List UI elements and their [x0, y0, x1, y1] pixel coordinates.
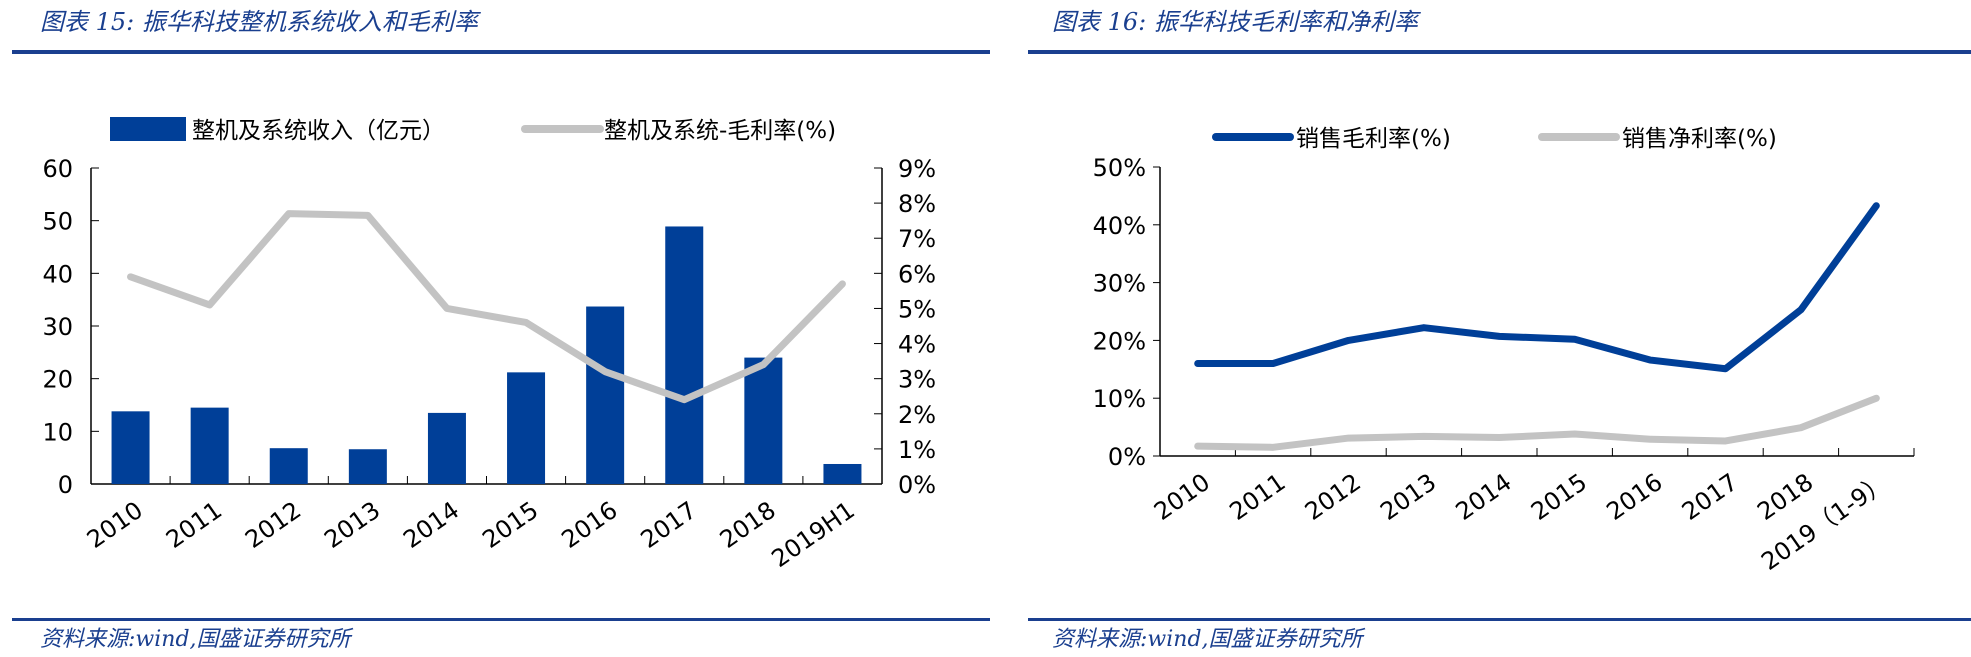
chart16-source: 资料来源:wind,国盛证券研究所 — [1052, 627, 1366, 652]
left-tick-label: 60 — [42, 155, 73, 183]
right-tick-label: 2% — [898, 401, 936, 429]
x-tick-label: 2013 — [319, 496, 385, 554]
chart16-bottom-rule — [1028, 618, 1971, 621]
x-tick-label: 2015 — [1526, 468, 1592, 526]
bar — [348, 449, 387, 484]
chart16-title: 图表 16: 振华科技毛利率和净利率 — [1052, 8, 1422, 36]
x-tick-label: 2015 — [477, 496, 543, 554]
bar — [111, 411, 150, 484]
legend-bar-label: 整机及系统收入（亿元） — [192, 118, 445, 144]
x-tick-label: 2014 — [1451, 468, 1517, 526]
chart15-source: 资料来源:wind,国盛证券研究所 — [40, 627, 354, 652]
legend-net-label: 销售净利率(%) — [1622, 126, 1777, 152]
left-tick-label: 30 — [42, 313, 73, 341]
chart16-plot: 0%10%20%30%40%50%2010 2011 2012 2013 2014 201… — [1093, 154, 1915, 576]
x-tick-label: 2011 — [161, 496, 227, 554]
right-tick-label: 8% — [898, 190, 936, 218]
right-tick-label: 5% — [898, 295, 936, 323]
right-tick-label: 1% — [898, 436, 936, 464]
bar — [665, 226, 704, 484]
y-tick-label: 40% — [1093, 212, 1146, 240]
margin-line — [127, 210, 846, 404]
x-tick-label: 2019（1-9） — [1756, 468, 1894, 576]
legend-gross-label: 销售毛利率(%) — [1296, 126, 1451, 152]
y-tick-label: 0% — [1108, 443, 1146, 471]
x-tick-label: 2012 — [240, 496, 306, 554]
chart15-top-rule — [12, 50, 990, 54]
gross-margin-line — [1194, 202, 1880, 373]
x-tick-label: 2011 — [1224, 468, 1290, 526]
x-tick-label: 2017 — [636, 496, 702, 554]
y-tick-label: 20% — [1093, 327, 1146, 355]
net-margin-line — [1194, 394, 1880, 451]
right-tick-label: 3% — [898, 366, 936, 394]
x-tick-label: 2016 — [1601, 468, 1667, 526]
left-tick-label: 10 — [42, 418, 73, 446]
x-tick-label: 2017 — [1677, 468, 1743, 526]
x-tick-label: 2014 — [398, 496, 464, 554]
bar — [190, 407, 229, 484]
x-tick-label: 2019H1 — [766, 496, 859, 573]
legend-line-label: 整机及系统-毛利率(%) — [604, 118, 836, 144]
right-tick-label: 6% — [898, 260, 936, 288]
left-tick-label: 40 — [42, 260, 73, 288]
right-tick-label: 0% — [898, 471, 936, 499]
x-tick-label: 2010 — [82, 496, 148, 554]
right-tick-label: 9% — [898, 155, 936, 183]
bar — [744, 357, 783, 484]
y-tick-label: 50% — [1093, 154, 1146, 182]
legend-bar-swatch — [110, 117, 186, 141]
right-tick-label: 7% — [898, 225, 936, 253]
x-tick-label: 2018 — [715, 496, 781, 554]
chart15-bottom-rule — [12, 618, 990, 621]
chart15-title: 图表 15: 振华科技整机系统收入和毛利率 — [40, 8, 482, 36]
left-tick-label: 0 — [58, 471, 73, 499]
left-tick-label: 20 — [42, 366, 73, 394]
bar — [427, 412, 466, 484]
right-tick-label: 4% — [898, 331, 936, 359]
bar — [507, 372, 546, 484]
y-tick-label: 30% — [1093, 270, 1146, 298]
x-tick-label: 2013 — [1375, 468, 1441, 526]
x-tick-label: 2010 — [1149, 468, 1215, 526]
chart16-top-rule — [1028, 50, 1971, 54]
x-tick-label: 2012 — [1300, 468, 1366, 526]
bar — [823, 463, 862, 484]
bar — [269, 448, 308, 484]
left-tick-label: 50 — [42, 208, 73, 236]
y-tick-label: 10% — [1093, 385, 1146, 413]
bar — [586, 306, 625, 484]
x-tick-label: 2016 — [556, 496, 622, 554]
